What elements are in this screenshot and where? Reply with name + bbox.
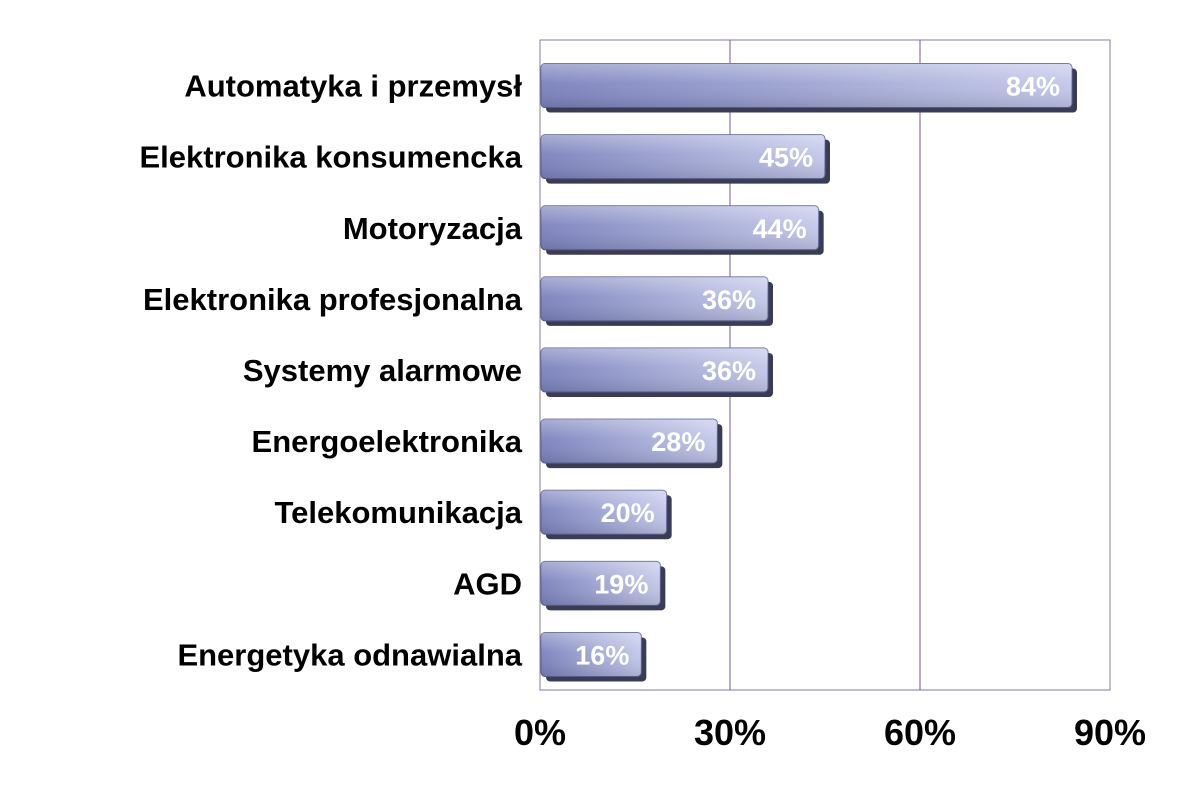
bar-group [540,631,647,682]
data-label: 44% [753,214,807,244]
bar-sheen [541,632,642,677]
data-label: 45% [759,143,813,173]
x-tick-label: 60% [884,712,956,753]
category-label: AGD [453,566,522,601]
category-label: Motoryzacja [343,211,523,246]
bar-sheen [541,63,1072,108]
category-label: Elektronika profesjonalna [143,282,523,317]
data-label: 16% [575,640,629,670]
category-label: Energoelektronika [252,424,523,459]
x-tick-label: 0% [514,712,566,753]
category-label: Energetyka odnawialna [177,637,522,672]
category-label: Automatyka i przemysł [184,69,522,104]
bar-sheen [541,134,825,179]
bar-group [540,418,723,469]
bar-sheen [541,490,667,535]
x-tick-label: 90% [1074,712,1146,753]
bar-group [540,489,672,540]
bar-sheen [541,419,718,464]
category-label: Telekomunikacja [274,495,522,530]
category-label: Systemy alarmowe [243,353,522,388]
bar-sheen [541,205,819,250]
x-tick-label: 30% [694,712,766,753]
bar-group [540,205,824,255]
bar-group [540,560,666,611]
bar-group [540,63,1077,113]
bar-group [540,347,773,397]
bar-group [540,276,773,326]
bar-group [540,134,830,184]
data-label: 28% [651,427,705,457]
bar-sheen [541,276,768,321]
data-label: 20% [601,498,655,528]
data-label: 36% [702,285,756,315]
data-label: 36% [702,356,756,386]
bar-sheen [541,561,661,606]
data-label: 19% [594,569,648,599]
bar-sheen [541,348,768,392]
category-label: Elektronika konsumencka [140,140,523,175]
data-label: 84% [1006,72,1060,102]
